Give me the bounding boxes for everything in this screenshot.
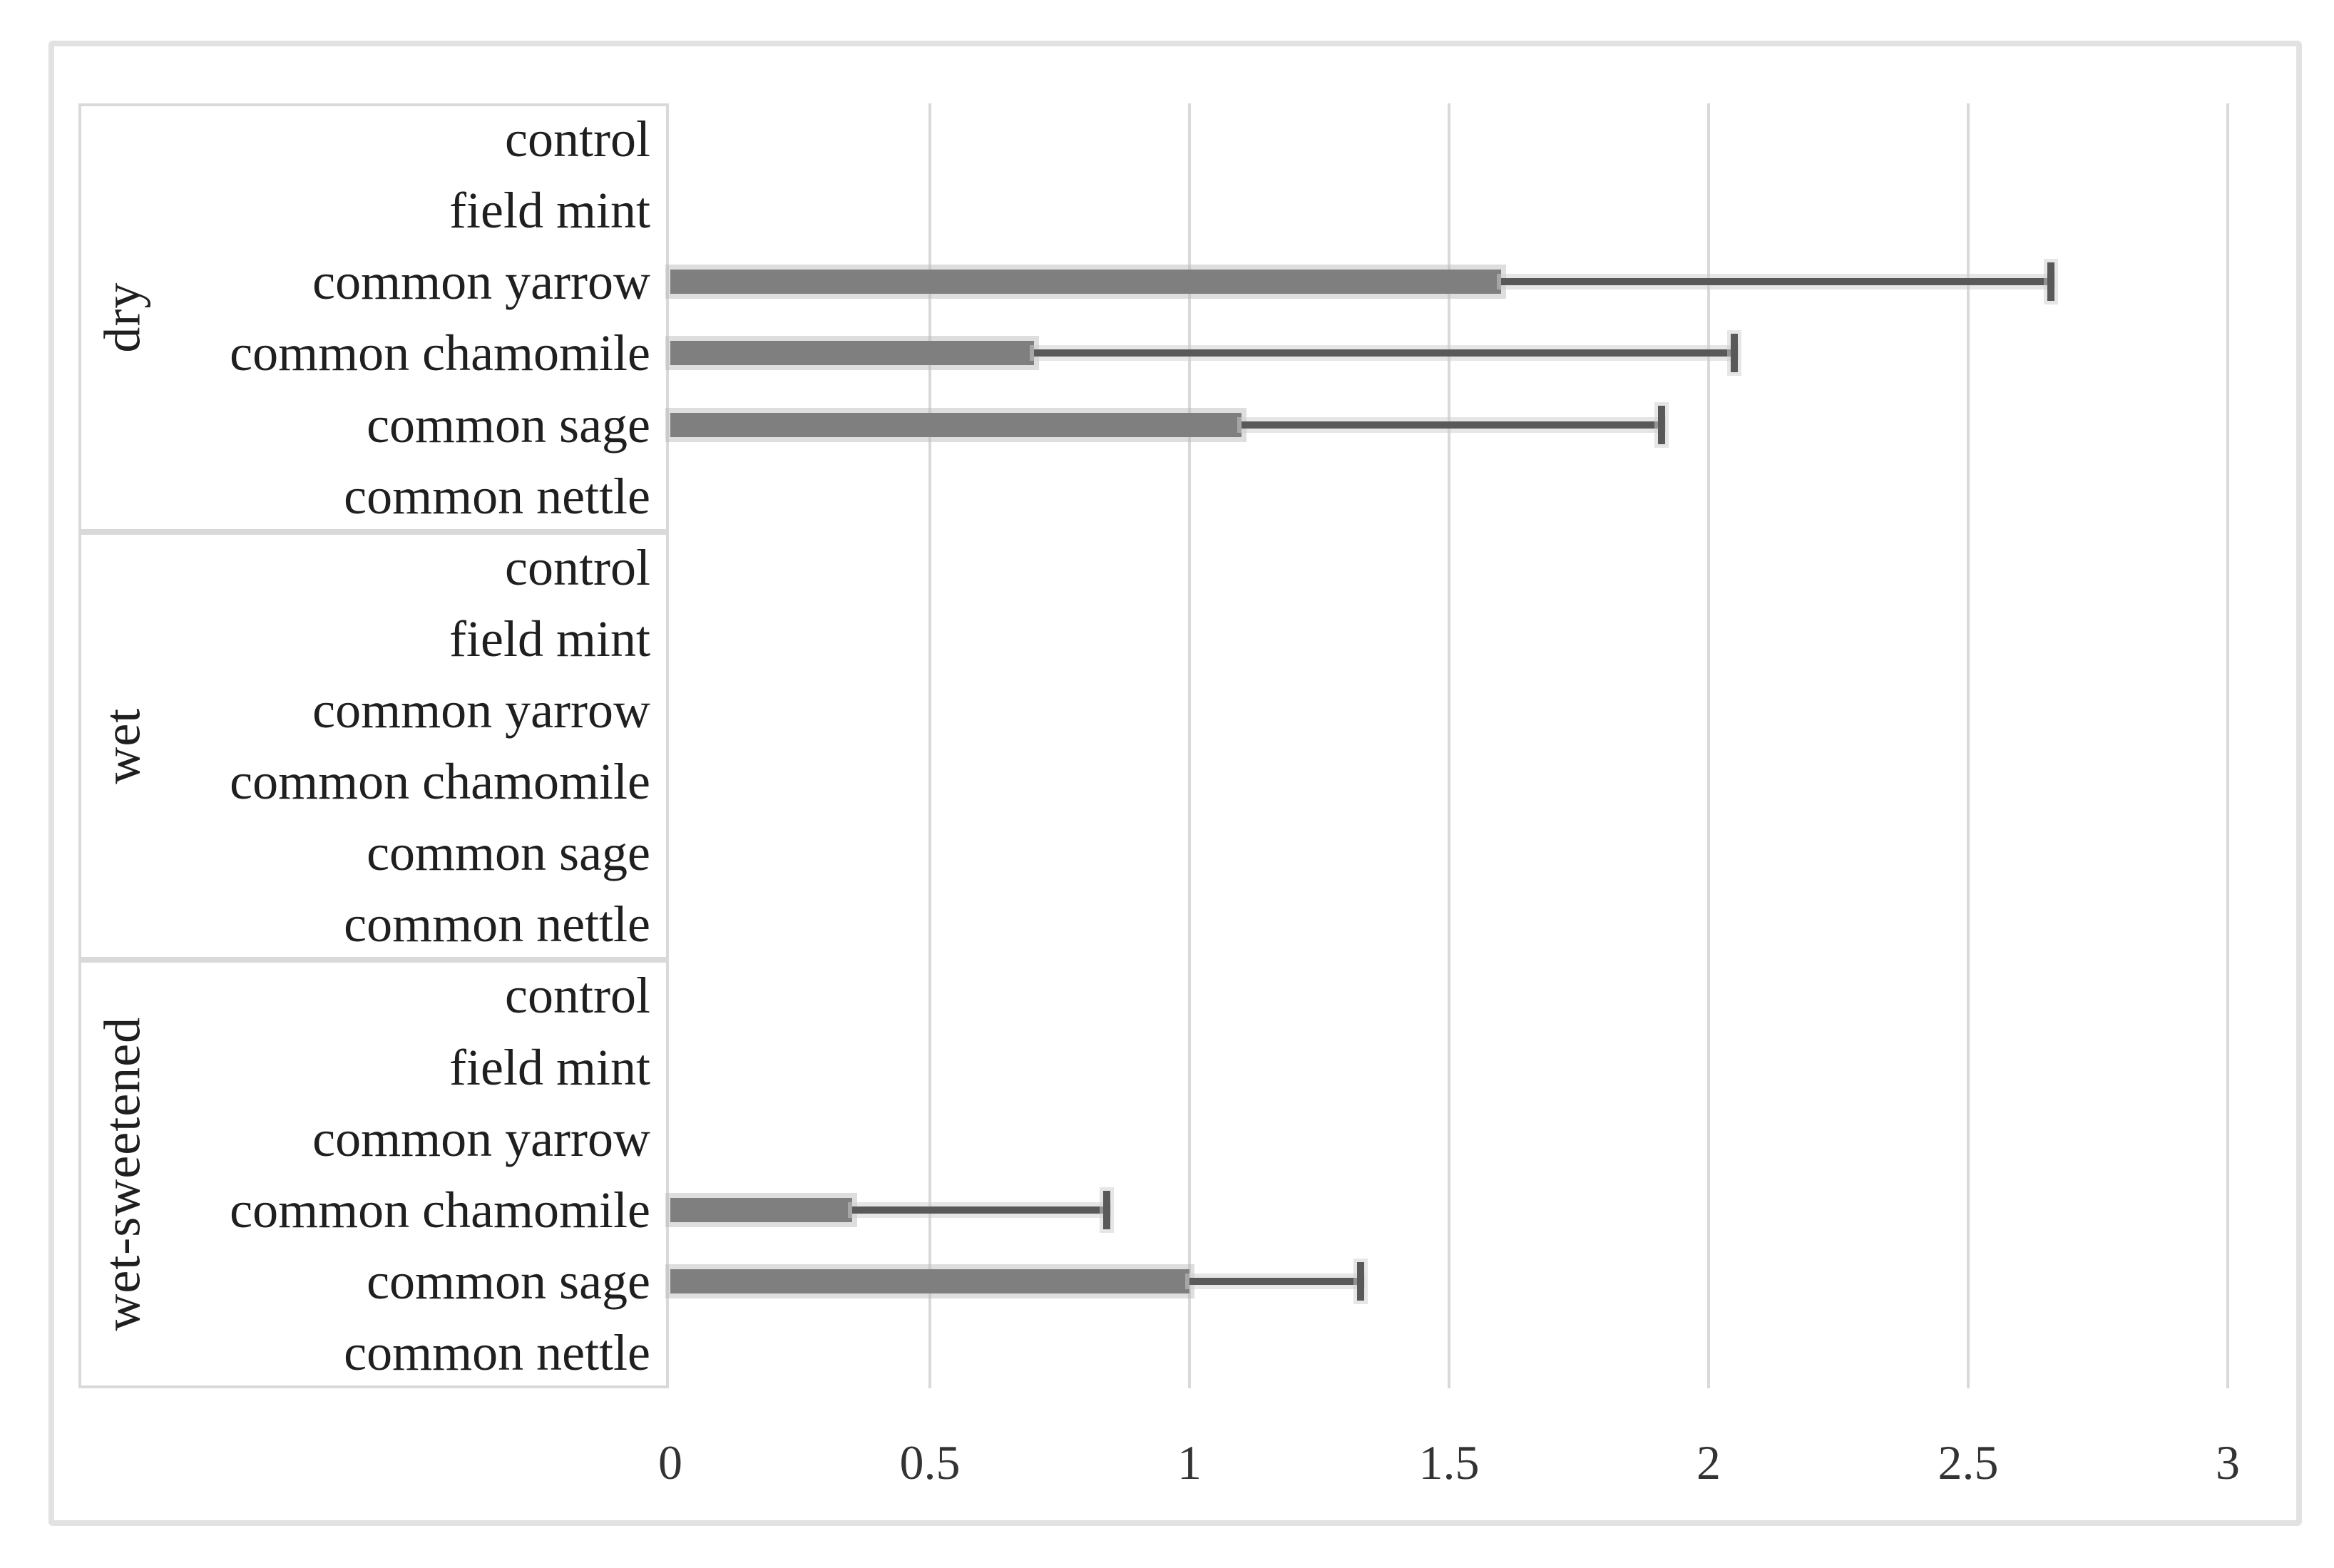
bar xyxy=(670,1269,1189,1293)
category-label: common sage xyxy=(367,824,650,882)
category-label: common sage xyxy=(367,396,650,454)
error-bar-line xyxy=(1033,349,1735,357)
category-label: common nettle xyxy=(344,896,650,953)
category-label: common chamomile xyxy=(230,324,650,382)
gridline xyxy=(2226,103,2229,1388)
category-label: common yarrow xyxy=(312,681,650,739)
category-label: control xyxy=(505,967,650,1025)
error-bar-line xyxy=(851,1206,1107,1214)
category-label: common yarrow xyxy=(312,1110,650,1167)
error-bar-line xyxy=(1500,278,2052,286)
category-label: common nettle xyxy=(344,1323,650,1381)
gridline xyxy=(1707,103,1710,1388)
x-tick-label: 1.5 xyxy=(1418,1435,1480,1490)
gridline xyxy=(1448,103,1450,1388)
figure-border xyxy=(48,41,2302,1526)
gridline xyxy=(1188,103,1191,1388)
category-label: field mint xyxy=(449,1038,650,1096)
x-tick-label: 2 xyxy=(1696,1435,1721,1490)
error-bar-cap xyxy=(1102,1190,1110,1229)
category-label: common chamomile xyxy=(230,753,650,811)
error-bar-line xyxy=(1241,421,1662,429)
category-label: common chamomile xyxy=(230,1181,650,1239)
group-box xyxy=(78,960,669,1388)
x-tick-label: 0.5 xyxy=(899,1435,961,1490)
error-bar-cap xyxy=(1357,1261,1365,1301)
category-label: common sage xyxy=(367,1252,650,1310)
x-tick-label: 1 xyxy=(1177,1435,1202,1490)
bar xyxy=(670,412,1242,437)
x-tick-label: 0 xyxy=(658,1435,682,1490)
x-tick-label: 2.5 xyxy=(1938,1435,1999,1490)
bar xyxy=(670,1197,852,1222)
group-box xyxy=(78,103,669,532)
category-label: control xyxy=(505,111,650,168)
bar xyxy=(670,270,1501,294)
category-label: common yarrow xyxy=(312,253,650,311)
error-bar-cap xyxy=(1731,334,1739,373)
category-label: field mint xyxy=(449,610,650,667)
category-label: field mint xyxy=(449,182,650,240)
category-label: control xyxy=(505,538,650,596)
group-box xyxy=(78,531,669,960)
category-label: common nettle xyxy=(344,467,650,525)
error-bar-cap xyxy=(1658,405,1666,444)
gridline xyxy=(928,103,931,1388)
x-tick-label: 3 xyxy=(2216,1435,2240,1490)
error-bar-line xyxy=(1189,1277,1361,1285)
gridline xyxy=(1967,103,1970,1388)
error-bar-cap xyxy=(2047,262,2055,302)
bar xyxy=(670,341,1034,366)
